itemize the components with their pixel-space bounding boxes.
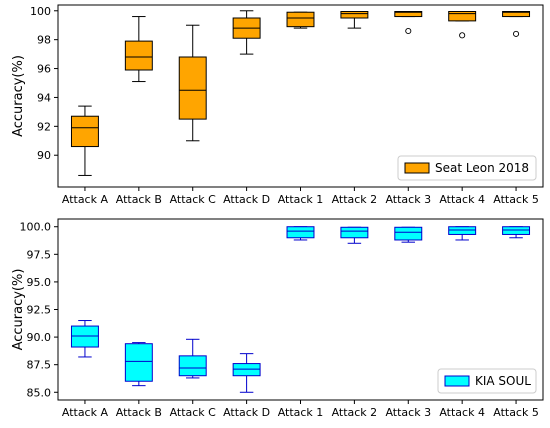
box-attack-3	[394, 11, 423, 35]
outlier-point	[459, 32, 466, 39]
y-tick-label: 92.5	[27, 304, 52, 317]
legend-frame	[437, 368, 537, 394]
box-iqr	[448, 226, 477, 235]
box-attack-b	[124, 342, 153, 387]
legend-label: KIA SOUL	[475, 374, 531, 388]
x-tick-label: Attack 4	[439, 406, 485, 419]
x-tick-label: Attack 1	[278, 406, 324, 419]
y-tick-label: 100	[30, 5, 51, 18]
x-tick-label: Attack B	[116, 406, 162, 419]
x-tick-label: Attack D	[223, 193, 270, 206]
y-tick-label: 87.5	[27, 359, 52, 372]
box-iqr	[70, 325, 99, 348]
x-tick-label: Attack 1	[278, 193, 324, 206]
x-tick-label: Attack 5	[493, 193, 539, 206]
x-tick-label: Attack C	[170, 406, 217, 419]
box-iqr	[340, 11, 369, 19]
y-tick-label: 92	[37, 120, 51, 133]
legend-swatch	[404, 162, 430, 174]
x-tick-label: Attack 5	[493, 406, 539, 419]
box-attack-4	[448, 11, 477, 39]
x-tick-label: Attack C	[170, 193, 217, 206]
box-attack-1	[286, 11, 315, 29]
box-attack-3	[394, 226, 423, 243]
y-tick-label: 94	[37, 91, 51, 104]
outlier-point	[405, 27, 412, 35]
legend-swatch	[444, 375, 470, 387]
x-tick-label: Attack B	[116, 193, 162, 206]
x-tick-label: Attack 3	[385, 406, 431, 419]
legend: KIA SOUL	[437, 368, 537, 394]
y-tick-label: 95.0	[27, 276, 52, 289]
box-attack-2	[340, 226, 369, 244]
box-attack-5	[502, 226, 531, 239]
box-iqr	[124, 343, 153, 382]
legend-frame	[397, 155, 537, 181]
box-attack-c	[178, 338, 207, 379]
x-tick-label: Attack 3	[385, 193, 431, 206]
y-tick-label: 90	[37, 149, 51, 162]
y-tick-label: 90.0	[27, 331, 52, 344]
box-iqr	[502, 226, 531, 235]
chart-panel-2: 85.0 87.5 90.0 92.5 95.0 97.5 100.0 Accuracy(%)…	[11, 218, 544, 419]
x-tick-label: Attack 4	[439, 193, 485, 206]
y-tick-label: 97.5	[27, 248, 52, 261]
x-tick-label: Attack 2	[332, 193, 378, 206]
box-iqr	[340, 226, 369, 239]
box-attack-d	[232, 10, 261, 55]
y-axis-label: Accuracy(%)	[11, 269, 26, 351]
y-tick-label: 96	[37, 63, 51, 76]
outlier-point	[513, 30, 520, 37]
box-iqr	[178, 355, 207, 377]
box-iqr	[178, 56, 207, 120]
box-iqr	[502, 11, 531, 18]
legend: Seat Leon 2018	[397, 155, 537, 181]
box-iqr	[394, 226, 423, 241]
y-axis-label: Accuracy(%)	[11, 55, 26, 137]
box-attack-a	[70, 105, 99, 176]
box-iqr	[232, 363, 261, 377]
box-iqr	[70, 115, 99, 148]
box-iqr	[286, 226, 315, 239]
x-tick-label: Attack D	[223, 406, 270, 419]
y-tick-label: 98	[37, 34, 51, 47]
box-attack-c	[178, 24, 207, 142]
chart-panel-1: 90 92 94 96 98 100 Accuracy(%) Attack A Attack B…	[11, 4, 544, 206]
box-attack-b	[124, 16, 153, 83]
box-attack-5	[502, 11, 531, 37]
box-attack-d	[232, 353, 261, 393]
box-iqr	[448, 11, 477, 22]
legend-label: Seat Leon 2018	[435, 161, 529, 175]
box-iqr	[124, 40, 153, 71]
x-tick-label: Attack A	[62, 193, 109, 206]
box-attack-a	[70, 320, 99, 358]
y-tick-label: 85.0	[27, 386, 52, 399]
box-attack-1	[286, 226, 315, 241]
x-tick-label: Attack 2	[332, 406, 378, 419]
box-attack-2	[340, 11, 369, 29]
box-iqr	[394, 11, 423, 18]
box-attack-4	[448, 226, 477, 241]
y-tick-label: 100.0	[20, 221, 52, 234]
x-tick-label: Attack A	[62, 406, 109, 419]
box-iqr	[286, 11, 315, 28]
